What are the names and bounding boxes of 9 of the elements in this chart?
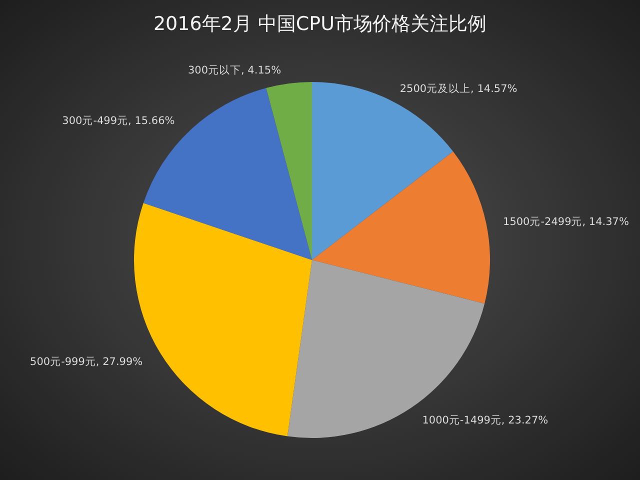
slice-label: 300元以下, 4.15% xyxy=(188,64,282,77)
pie-slice xyxy=(312,152,490,304)
chart-title: 2016年2月 中国CPU市场价格关注比例 xyxy=(153,13,487,35)
slice-label: 1500元-2499元, 14.37% xyxy=(503,216,629,228)
pie-slice xyxy=(266,82,312,260)
slice-label: 2500元及以上, 14.57% xyxy=(400,82,518,95)
slice-label: 1000元-1499元, 23.27% xyxy=(422,414,548,426)
slice-label: 500元-999元, 27.99% xyxy=(30,356,143,368)
slice-label: 300元-499元, 15.66% xyxy=(62,114,175,127)
